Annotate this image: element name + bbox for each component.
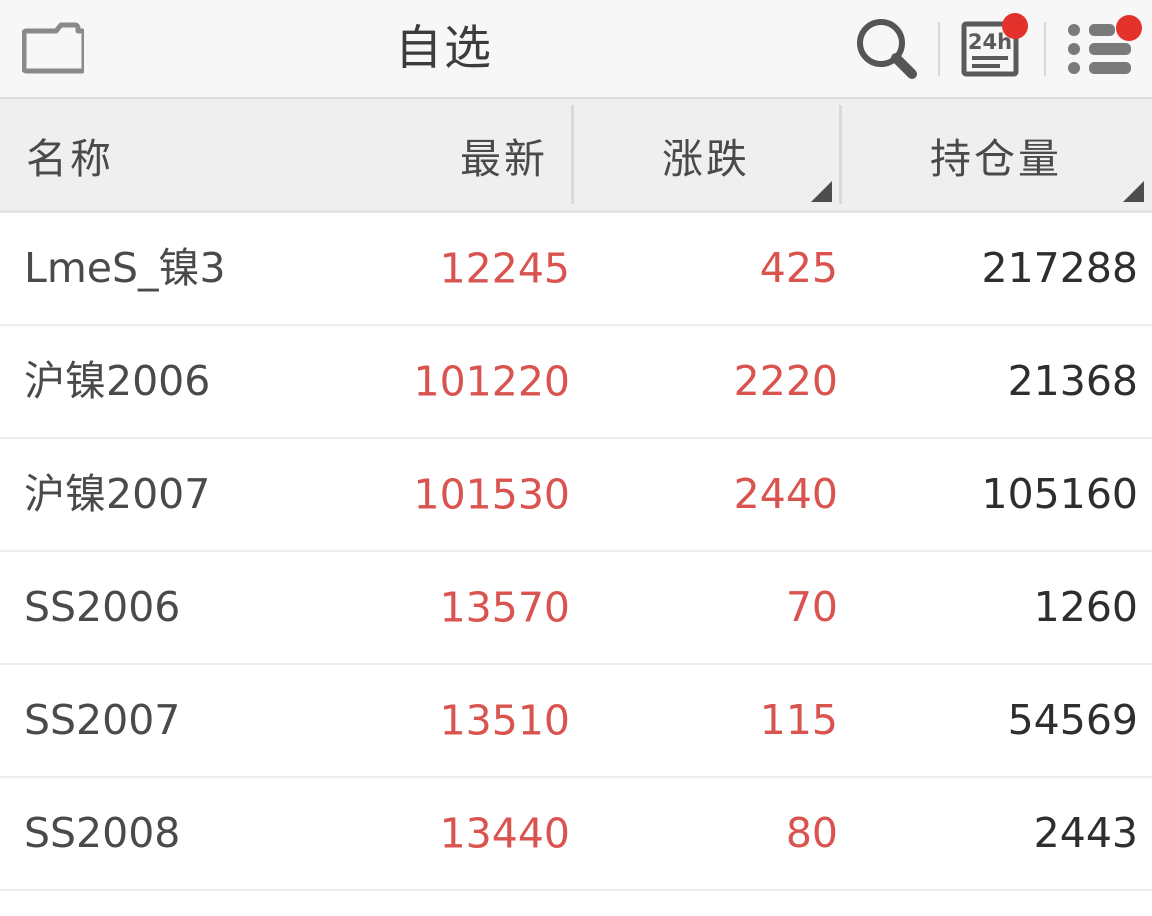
instrument-name: 沪镍2006	[24, 357, 211, 405]
row-name-cell: LmeS_镍3 12245	[0, 248, 572, 289]
header-separator-1	[571, 105, 574, 204]
instrument-name: LmeS_镍3	[24, 244, 226, 292]
quote-table-body: LmeS_镍3 12245 425 217288 沪镍2006 101220 2220 213…	[0, 213, 1152, 891]
table-row[interactable]: 沪镍2006 101220 2220 21368	[0, 326, 1152, 439]
column-header-position-label: 持仓量	[930, 134, 1062, 183]
table-row[interactable]: LmeS_镍3 12245 425 217288	[0, 213, 1152, 326]
toolbar-divider-2	[1044, 21, 1046, 76]
folder-icon	[22, 22, 84, 73]
open-interest-value: 54569	[1007, 696, 1138, 744]
search-button[interactable]	[848, 10, 926, 88]
row-name-cell: 沪镍2007 101530	[0, 474, 572, 515]
change-value: 425	[759, 244, 838, 292]
instrument-name: SS2006	[24, 583, 181, 631]
open-interest-value: 21368	[1007, 357, 1138, 405]
news-24h-icon: 24h	[961, 21, 1019, 76]
news-24h-button[interactable]: 24h	[952, 9, 1032, 89]
app-bar-left	[0, 21, 170, 77]
row-name-cell: SS2008 13440	[0, 813, 572, 854]
row-name-cell: SS2007 13510	[0, 700, 572, 741]
open-interest-value: 2443	[1033, 809, 1138, 857]
instrument-name: 沪镍2007	[24, 470, 211, 518]
column-header-change[interactable]: 涨跌	[572, 99, 840, 210]
table-row[interactable]: 沪镍2007 101530 2440 105160	[0, 439, 1152, 552]
app-bar: 自选 24h	[0, 0, 1152, 97]
latest-price: 101220	[413, 357, 570, 405]
latest-price: 12245	[439, 244, 570, 292]
header-separator-2	[839, 105, 842, 204]
change-value: 70	[785, 583, 838, 631]
news-badge-dot	[1002, 12, 1028, 39]
instrument-name: SS2008	[24, 809, 181, 857]
row-name-cell: SS2006 13570	[0, 587, 572, 628]
folder-button[interactable]	[22, 21, 84, 77]
change-value: 80	[785, 809, 838, 857]
table-row[interactable]: SS2008 13440 80 2443	[0, 778, 1152, 891]
column-header-name-label: 名称	[26, 134, 114, 183]
list-badge-dot	[1116, 14, 1142, 41]
latest-price: 13510	[439, 696, 570, 744]
latest-price: 13440	[439, 809, 570, 857]
latest-price: 101530	[413, 470, 570, 518]
search-icon	[857, 18, 917, 79]
column-header-position[interactable]: 持仓量	[840, 99, 1152, 210]
column-header-change-label: 涨跌	[662, 134, 750, 183]
page-title: 自选	[395, 21, 493, 76]
table-header-row: 名称 最新 涨跌 持仓量	[0, 97, 1152, 213]
change-value: 115	[759, 696, 838, 744]
change-value: 2440	[733, 470, 838, 518]
table-row[interactable]: SS2006 13570 70 1260	[0, 552, 1152, 665]
change-value: 2220	[733, 357, 838, 405]
sort-triangle-icon[interactable]	[1123, 181, 1144, 202]
open-interest-value: 217288	[981, 244, 1138, 292]
open-interest-value: 105160	[981, 470, 1138, 518]
table-row[interactable]: SS2007 13510 115 54569	[0, 665, 1152, 778]
app-bar-right: 24h	[848, 9, 1152, 89]
column-header-name[interactable]: 名称 最新	[0, 99, 572, 210]
sort-triangle-icon[interactable]	[811, 181, 832, 202]
column-header-latest-label: 最新	[460, 134, 548, 183]
row-name-cell: 沪镍2006 101220	[0, 361, 572, 402]
open-interest-value: 1260	[1033, 583, 1138, 631]
list-menu-button[interactable]	[1058, 9, 1144, 89]
toolbar-divider-1	[938, 21, 940, 76]
instrument-name: SS2007	[24, 696, 181, 744]
latest-price: 13570	[439, 583, 570, 631]
list-icon	[1068, 23, 1131, 74]
